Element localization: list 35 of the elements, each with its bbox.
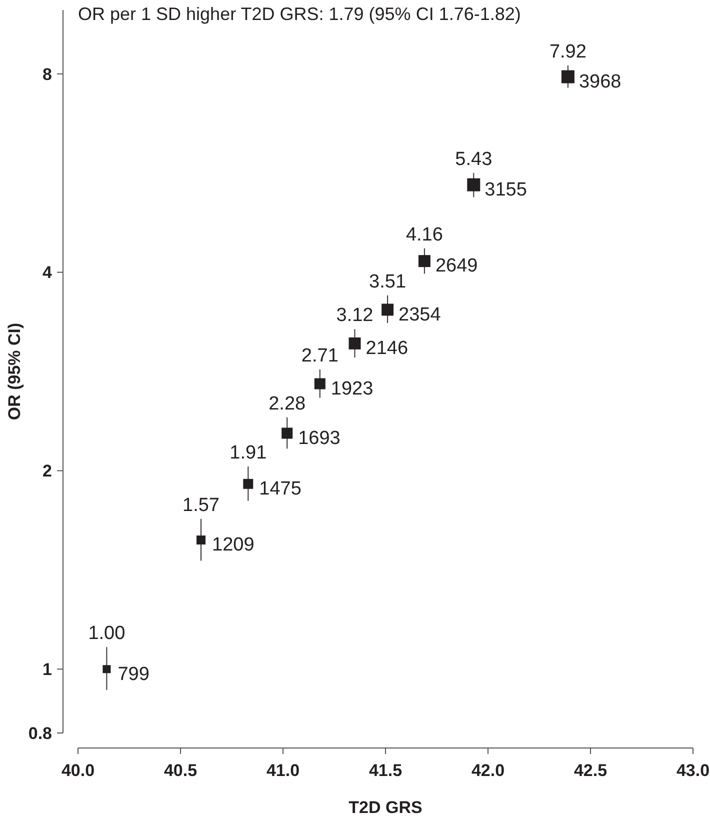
annotation: 3155 bbox=[484, 179, 527, 200]
x-tick-label: 40.0 bbox=[61, 761, 95, 780]
annotation: 1475 bbox=[259, 478, 302, 500]
annotation: 1693 bbox=[298, 428, 340, 449]
x-tick-label: 42.5 bbox=[574, 761, 608, 780]
annotation: 799 bbox=[118, 664, 150, 685]
data-label: 1.00 bbox=[88, 623, 126, 644]
data-label: 3.12 bbox=[336, 305, 374, 326]
annotation: 2146 bbox=[366, 338, 408, 360]
x-axis-title: T2D GRS bbox=[348, 798, 422, 817]
annotation: 2354 bbox=[398, 304, 442, 326]
y-tick-label: 2 bbox=[42, 462, 52, 481]
x-tick-label: 42.0 bbox=[471, 761, 505, 780]
x-tick-label: 43.0 bbox=[676, 761, 710, 780]
y-tick-label: 8 bbox=[42, 64, 52, 84]
x-tick-label: 41.5 bbox=[368, 761, 402, 780]
annotation: 1209 bbox=[212, 534, 254, 556]
data-label: 2.28 bbox=[268, 393, 306, 414]
data-label: 1.57 bbox=[182, 494, 220, 516]
x-tick-label: 40.5 bbox=[164, 761, 198, 780]
data-label: 4.16 bbox=[406, 224, 443, 246]
y-axis-title: OR (95% CI) bbox=[5, 322, 24, 420]
y-tick-label: 0.8 bbox=[28, 724, 52, 743]
data-label: 7.92 bbox=[549, 41, 586, 62]
y-tick-label: 4 bbox=[42, 263, 53, 282]
annotation: 2649 bbox=[435, 256, 478, 277]
annotation: 3968 bbox=[578, 71, 622, 92]
annotation: 1923 bbox=[330, 378, 374, 400]
data-label: 2.71 bbox=[301, 345, 338, 366]
x-tick-label: 41.0 bbox=[266, 761, 300, 780]
data-label: 1.91 bbox=[230, 442, 267, 464]
y-tick-label: 1 bbox=[42, 660, 52, 680]
chart-title: OR per 1 SD higher T2D GRS: 1.79 (95% CI 1.76-1.82) bbox=[78, 4, 521, 24]
data-label: 5.43 bbox=[455, 148, 492, 170]
data-label: 3.51 bbox=[369, 271, 406, 292]
